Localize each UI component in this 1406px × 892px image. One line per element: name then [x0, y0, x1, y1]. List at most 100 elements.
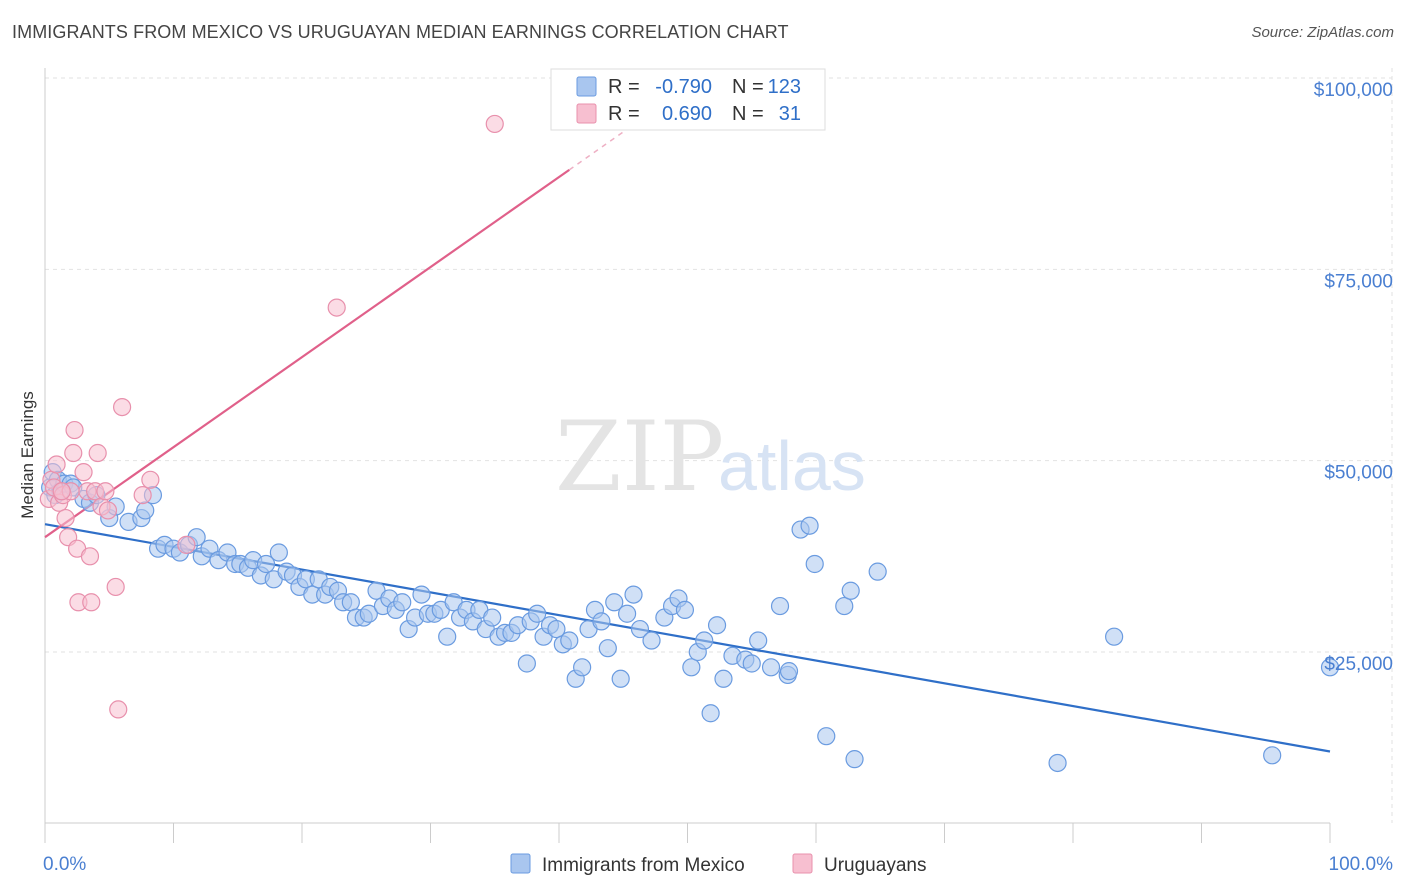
point-uruguayans: [106, 577, 125, 597]
stats-row-mexico: R = -0.790 N = 123: [576, 76, 801, 98]
point-mexico: [642, 631, 661, 650]
trend-line-uruguayans: [44, 168, 570, 539]
point-mexico: [682, 658, 701, 677]
point-mexico: [517, 654, 536, 673]
point-uruguayans: [96, 482, 115, 501]
watermark: ZIP atlas: [555, 401, 866, 513]
grid-lines: [45, 68, 1393, 823]
point-mexico: [438, 627, 457, 646]
stats-n-value: 31: [779, 103, 801, 125]
stats-r-value: -0.790: [655, 76, 712, 98]
point-mexico: [624, 585, 643, 604]
point-mexico: [1105, 627, 1124, 646]
axes: [44, 68, 1331, 843]
point-uruguayans: [47, 455, 66, 474]
stats-n-label: N =: [732, 103, 764, 125]
point-uruguayans: [112, 397, 132, 417]
stats-n-label: N =: [732, 76, 764, 98]
tick-labels: $25,000 $50,000 $75,000 $100,000 0.0% 100.0%: [43, 80, 1393, 875]
point-uruguayans: [109, 700, 128, 719]
point-uruguayans: [177, 535, 196, 554]
point-mexico: [1320, 658, 1340, 677]
y-axis-label: Median Earnings: [18, 391, 37, 519]
point-uruguayans: [80, 547, 100, 566]
point-mexico: [560, 631, 579, 650]
source-credit: Source: ZipAtlas.com: [1251, 24, 1394, 41]
watermark-zip: ZIP: [555, 401, 724, 513]
watermark-atlas: atlas: [718, 427, 866, 505]
legend-swatch-uruguayans: [792, 853, 813, 874]
point-mexico: [547, 619, 566, 639]
point-mexico: [618, 604, 637, 623]
legend-swatch-mexico: [510, 853, 531, 874]
point-mexico: [707, 616, 727, 635]
legend: Immigrants from Mexico Uruguayans: [510, 853, 926, 876]
point-mexico: [701, 704, 720, 723]
point-mexico: [817, 727, 836, 746]
y-tick-label: $100,000: [1314, 80, 1393, 101]
point-mexico: [841, 581, 860, 600]
point-uruguayans: [327, 298, 346, 317]
point-mexico: [695, 631, 714, 650]
point-mexico: [868, 562, 887, 581]
stats-box-frame: [550, 68, 826, 131]
point-uruguayans: [65, 420, 84, 440]
y-tick-label: $75,000: [1324, 271, 1393, 292]
point-mexico: [714, 669, 733, 688]
point-uruguayans: [56, 508, 75, 528]
point-uruguayans: [485, 114, 504, 134]
point-uruguayans: [74, 463, 93, 482]
point-uruguayans: [133, 486, 152, 505]
stats-r-label: R =: [608, 76, 640, 98]
point-mexico: [800, 516, 819, 535]
point-mexico: [761, 658, 781, 677]
stats-swatch-uruguayans: [576, 103, 597, 124]
data-points: [39, 114, 1340, 773]
stats-box: R = -0.790 N = 123 R = 0.690 N = 31: [550, 68, 826, 131]
point-uruguayans: [98, 501, 118, 520]
point-mexico: [779, 662, 799, 681]
point-mexico: [630, 619, 650, 639]
legend-item-uruguayans[interactable]: Uruguayans: [792, 853, 926, 876]
point-mexico: [749, 631, 768, 650]
point-mexico: [835, 596, 854, 616]
y-tick-label: $25,000: [1324, 654, 1393, 675]
point-mexico: [592, 612, 611, 631]
point-mexico: [845, 750, 864, 769]
point-mexico: [611, 669, 630, 688]
point-uruguayans: [82, 593, 101, 612]
point-mexico: [412, 585, 431, 604]
point-mexico: [393, 593, 412, 612]
point-mexico: [359, 604, 378, 623]
point-mexico: [269, 543, 288, 562]
point-mexico: [770, 596, 790, 616]
point-mexico: [742, 654, 761, 673]
legend-label-mexico: Immigrants from Mexico: [542, 855, 745, 876]
x-tick-label-max: 100.0%: [1329, 854, 1394, 875]
stats-row-uruguayans: R = 0.690 N = 31: [576, 103, 801, 125]
x-tick-label-min: 0.0%: [43, 854, 86, 875]
chart-title: IMMIGRANTS FROM MEXICO VS URUGUAYAN MEDI…: [12, 22, 789, 42]
y-tick-label: $50,000: [1324, 463, 1393, 484]
point-mexico: [1048, 753, 1067, 773]
point-mexico: [598, 639, 617, 658]
point-mexico: [528, 604, 547, 623]
point-mexico: [605, 593, 624, 612]
point-mexico: [483, 608, 502, 627]
point-mexico: [256, 554, 276, 574]
stats-n-value: 123: [768, 76, 801, 98]
stats-swatch-mexico: [576, 76, 597, 97]
legend-item-mexico[interactable]: Immigrants from Mexico: [510, 853, 745, 876]
point-mexico: [805, 554, 824, 574]
point-mexico: [573, 658, 592, 677]
point-mexico: [675, 600, 695, 620]
point-uruguayans: [141, 470, 160, 489]
point-uruguayans: [88, 443, 107, 463]
stats-r-label: R =: [608, 103, 640, 125]
legend-label-uruguayans: Uruguayans: [824, 855, 926, 876]
point-uruguayans: [52, 482, 71, 501]
stats-r-value: 0.690: [662, 103, 712, 125]
point-mexico: [1263, 746, 1282, 765]
point-mexico: [136, 501, 155, 520]
